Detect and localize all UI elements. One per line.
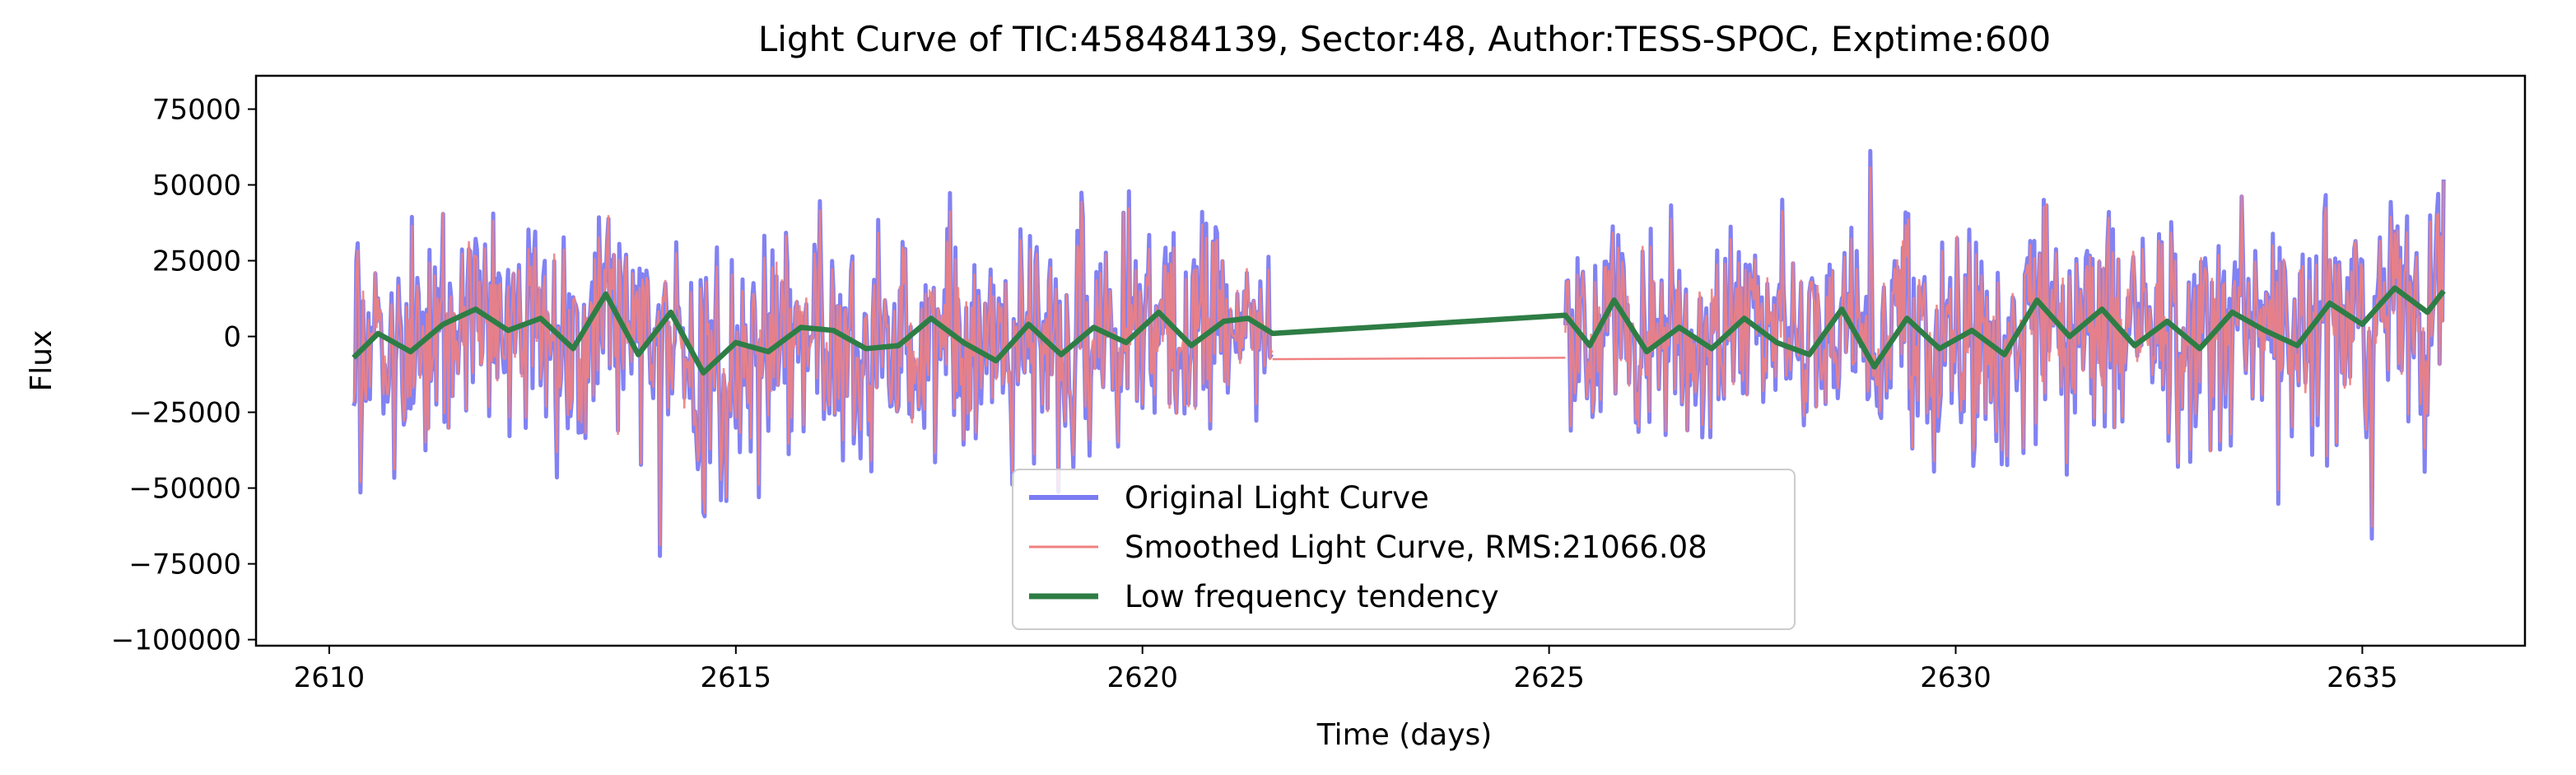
y-tick-label: 0 — [223, 321, 241, 354]
y-tick-label: −25000 — [128, 397, 241, 430]
legend-label-smoothed: Smoothed Light Curve, RMS:21066.08 — [1125, 530, 1707, 565]
chart-title: Light Curve of TIC:458484139, Sector:48,… — [758, 19, 2051, 59]
smoothed-gap-connector — [1272, 357, 1566, 361]
y-tick-label: 50000 — [152, 170, 241, 203]
axes-frame — [254, 74, 2527, 647]
legend-box — [1012, 469, 1796, 630]
x-axis-label: Time (days) — [1316, 718, 1493, 752]
x-tick-label: 2630 — [1920, 661, 1991, 694]
series-smoothed-light-curve — [352, 166, 2445, 546]
y-tick-label: −75000 — [128, 549, 241, 581]
x-tick-label: 2635 — [2327, 661, 2398, 694]
plot-area — [254, 74, 2527, 647]
legend-label-original: Original Light Curve — [1125, 480, 1429, 516]
y-tick-label: 25000 — [152, 245, 241, 278]
y-tick-label: 75000 — [152, 93, 241, 126]
legend: Original Light Curve Smoothed Light Curv… — [1012, 469, 1796, 630]
series-low-frequency-tendency — [352, 285, 2446, 376]
y-tick-label: −50000 — [128, 473, 241, 506]
y-axis: −100000 −75000 −50000 −25000 0 25000 50000 7500… — [111, 93, 256, 657]
x-tick-label: 2610 — [294, 661, 366, 694]
x-tick-label: 2625 — [1513, 661, 1585, 694]
x-tick-label: 2615 — [701, 661, 772, 694]
series-layer — [352, 148, 2446, 558]
y-axis-label: Flux — [25, 330, 58, 392]
x-tick-label: 2620 — [1106, 661, 1178, 694]
y-tick-label: −100000 — [111, 624, 241, 657]
legend-label-trend: Low frequency tendency — [1125, 579, 1499, 614]
x-axis: 2610 2615 2620 2625 2630 2635 — [294, 646, 2398, 694]
